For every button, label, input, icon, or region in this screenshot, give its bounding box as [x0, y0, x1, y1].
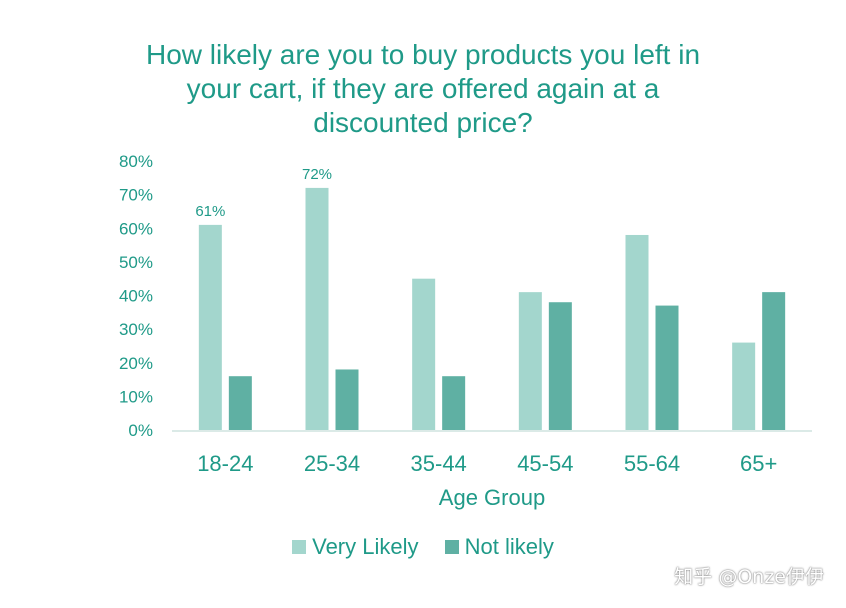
- legend-item-not-likely: Not likely: [444, 534, 554, 560]
- bar-not-likely-18-24: [228, 376, 252, 430]
- legend-swatch-not-likely: [444, 540, 459, 554]
- x-tick-label: 65+: [740, 451, 777, 476]
- data-label: 61%: [195, 203, 225, 220]
- y-tick-label: 30%: [119, 320, 153, 339]
- y-tick-label: 40%: [119, 287, 153, 306]
- x-tick-label: 25-34: [304, 451, 360, 476]
- bar-not-likely-65+: [762, 292, 786, 430]
- x-tick-label: 18-24: [197, 451, 253, 476]
- legend-item-very-likely: Very Likely: [292, 534, 419, 560]
- bar-very-likely-65+: [732, 342, 756, 430]
- y-tick-label: 60%: [119, 219, 153, 238]
- legend: Very Likely Not likely: [0, 534, 846, 560]
- chart-title: How likely are you to buy products you l…: [0, 38, 846, 140]
- watermark: 知乎 @Onze伊伊: [674, 566, 824, 588]
- legend-label-not-likely: Not likely: [464, 534, 554, 559]
- y-tick-label: 50%: [119, 253, 153, 272]
- y-tick-label: 20%: [119, 354, 153, 373]
- bar-not-likely-25-34: [335, 369, 359, 430]
- bar-very-likely-55-64: [625, 234, 649, 430]
- bar-not-likely-35-44: [442, 376, 466, 430]
- bars: [198, 187, 786, 430]
- data-label: 72%: [302, 166, 332, 183]
- x-tick-label: 45-54: [517, 451, 573, 476]
- x-axis-ticks: 18-24 25-34 35-44 45-54 55-64 65+: [197, 451, 777, 476]
- chart-title-line-2: your cart, if they are offered again at …: [186, 73, 660, 104]
- x-tick-label: 55-64: [624, 451, 680, 476]
- bar-very-likely-18-24: [198, 224, 222, 430]
- y-tick-label: 80%: [119, 152, 153, 171]
- bar-very-likely-25-34: [305, 187, 329, 430]
- bar-not-likely-45-54: [548, 302, 572, 430]
- y-tick-label: 0%: [128, 421, 153, 440]
- x-tick-label: 35-44: [411, 451, 467, 476]
- bar-not-likely-55-64: [655, 305, 679, 430]
- chart-title-line-3: discounted price?: [313, 107, 533, 138]
- y-tick-label: 10%: [119, 387, 153, 406]
- bar-very-likely-45-54: [518, 292, 542, 430]
- x-axis-label: Age Group: [439, 485, 545, 510]
- legend-swatch-very-likely: [292, 540, 307, 554]
- legend-label-very-likely: Very Likely: [312, 534, 419, 559]
- bar-very-likely-35-44: [412, 278, 436, 430]
- y-axis-ticks: 0% 10% 20% 30% 40% 50% 60% 70% 80%: [119, 152, 153, 440]
- data-labels: 61% 72%: [195, 166, 332, 220]
- chart-title-line-1: How likely are you to buy products you l…: [145, 39, 701, 70]
- y-tick-label: 70%: [119, 186, 153, 205]
